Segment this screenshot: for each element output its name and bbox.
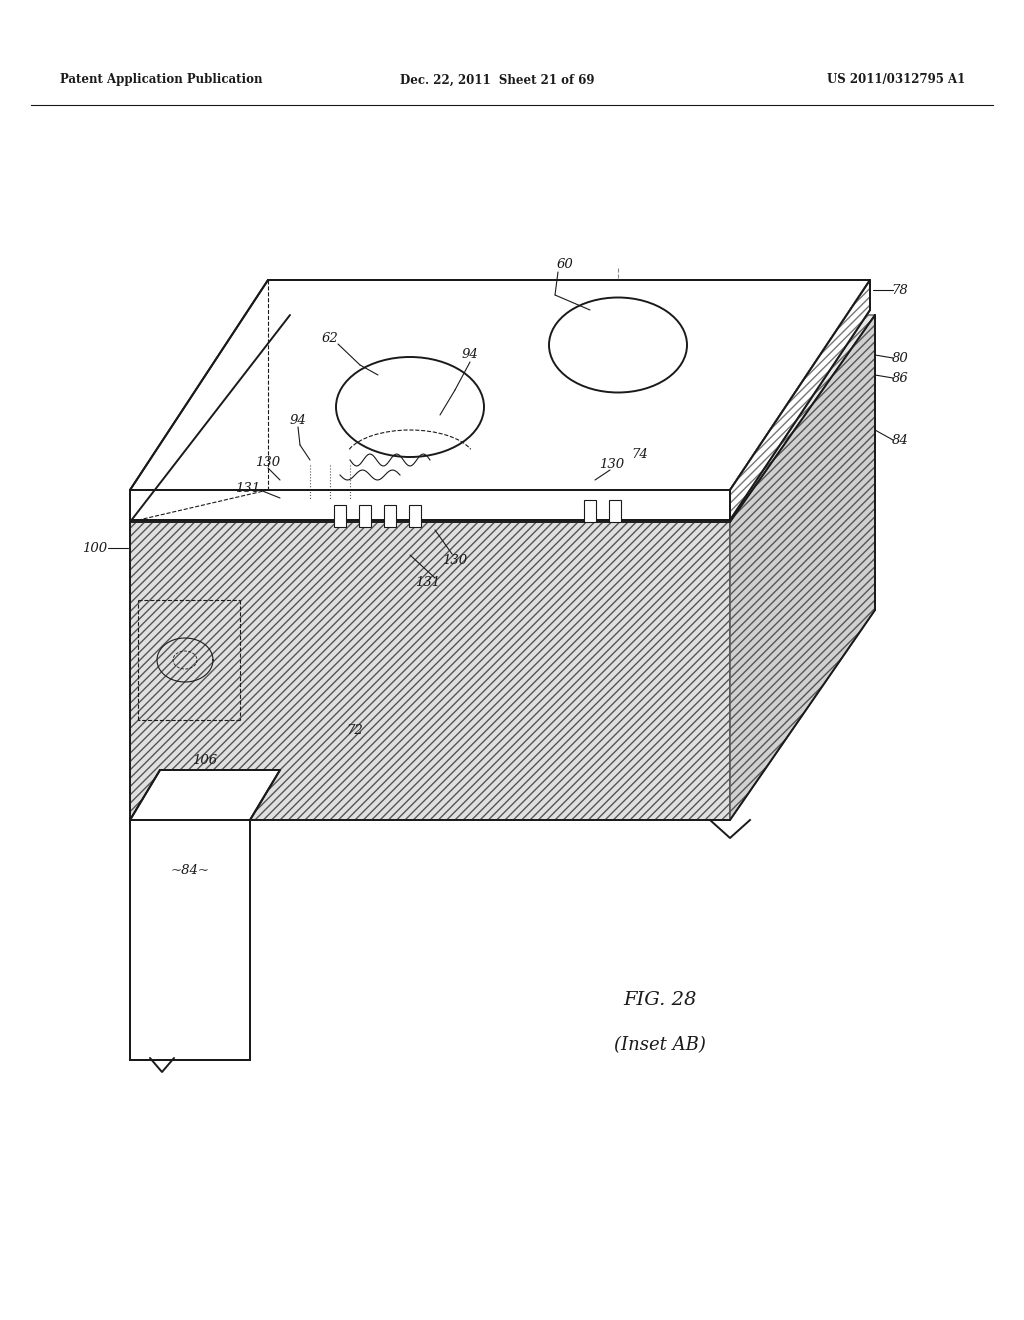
Polygon shape <box>334 506 346 527</box>
Text: 60: 60 <box>557 259 573 272</box>
Polygon shape <box>730 315 874 820</box>
Polygon shape <box>584 500 596 521</box>
Text: ~84~: ~84~ <box>171 863 210 876</box>
Text: Dec. 22, 2011  Sheet 21 of 69: Dec. 22, 2011 Sheet 21 of 69 <box>400 74 595 87</box>
Text: 130: 130 <box>255 455 281 469</box>
Text: 84: 84 <box>892 433 908 446</box>
Polygon shape <box>130 315 874 521</box>
Text: 78: 78 <box>892 284 908 297</box>
Text: 80: 80 <box>892 351 908 364</box>
Text: 106: 106 <box>193 754 217 767</box>
Text: US 2011/0312795 A1: US 2011/0312795 A1 <box>826 74 965 87</box>
Text: 131: 131 <box>416 576 440 589</box>
Text: 130: 130 <box>599 458 625 471</box>
Polygon shape <box>409 506 421 527</box>
Polygon shape <box>130 280 870 490</box>
Text: 100: 100 <box>83 541 108 554</box>
Text: 131: 131 <box>236 482 260 495</box>
Polygon shape <box>609 500 621 521</box>
Text: 86: 86 <box>892 371 908 384</box>
Polygon shape <box>384 506 396 527</box>
Text: 94: 94 <box>462 348 478 362</box>
Polygon shape <box>130 521 730 820</box>
Polygon shape <box>130 820 250 1060</box>
Text: Patent Application Publication: Patent Application Publication <box>60 74 262 87</box>
Text: 62: 62 <box>322 331 338 345</box>
Text: 94: 94 <box>290 413 306 426</box>
Polygon shape <box>730 280 870 520</box>
Text: (Inset AB): (Inset AB) <box>614 1036 706 1053</box>
Text: FIG. 28: FIG. 28 <box>624 991 696 1008</box>
Polygon shape <box>130 490 730 520</box>
Polygon shape <box>359 506 371 527</box>
Text: 74: 74 <box>632 449 648 462</box>
Text: 130: 130 <box>442 553 468 566</box>
Polygon shape <box>130 770 280 820</box>
Text: 72: 72 <box>347 723 364 737</box>
